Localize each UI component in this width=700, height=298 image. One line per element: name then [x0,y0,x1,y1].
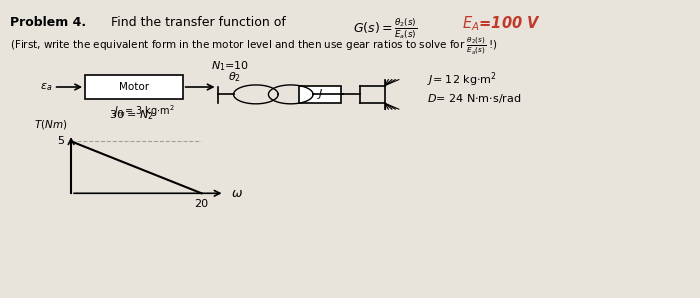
Text: $G(s) = \frac{\theta_2(s)}{E_a(s)}$: $G(s) = \frac{\theta_2(s)}{E_a(s)}$ [354,16,418,41]
Text: Problem 4.: Problem 4. [10,16,87,29]
Text: $J$: $J$ [316,87,323,101]
Text: 30 = $N_2$: 30 = $N_2$ [109,108,155,122]
Text: Find the transfer function of: Find the transfer function of [107,16,290,29]
Text: $J_m$= 3 kg$\cdot$m$^2$: $J_m$= 3 kg$\cdot$m$^2$ [113,103,175,119]
Text: 20: 20 [195,199,209,209]
Text: $E_A$=100 V: $E_A$=100 V [461,15,540,33]
Text: $J$= 12 kg$\cdot$m$^2$: $J$= 12 kg$\cdot$m$^2$ [427,70,496,89]
Text: Motor: Motor [119,82,149,92]
Text: $D$= 24 N$\cdot$m$\cdot$s/rad: $D$= 24 N$\cdot$m$\cdot$s/rad [427,92,521,105]
Text: (First, write the equivalent form in the motor level and then use gear ratios to: (First, write the equivalent form in the… [10,35,498,57]
Text: 5: 5 [57,136,64,146]
Text: $\theta_2$: $\theta_2$ [228,70,241,83]
FancyBboxPatch shape [299,86,341,103]
Text: $T(Nm)$: $T(Nm)$ [34,118,68,131]
Text: $\varepsilon_a$: $\varepsilon_a$ [40,81,52,93]
Text: $N_1$=10: $N_1$=10 [211,59,248,73]
FancyBboxPatch shape [85,75,183,99]
Text: $\omega$: $\omega$ [232,187,244,200]
